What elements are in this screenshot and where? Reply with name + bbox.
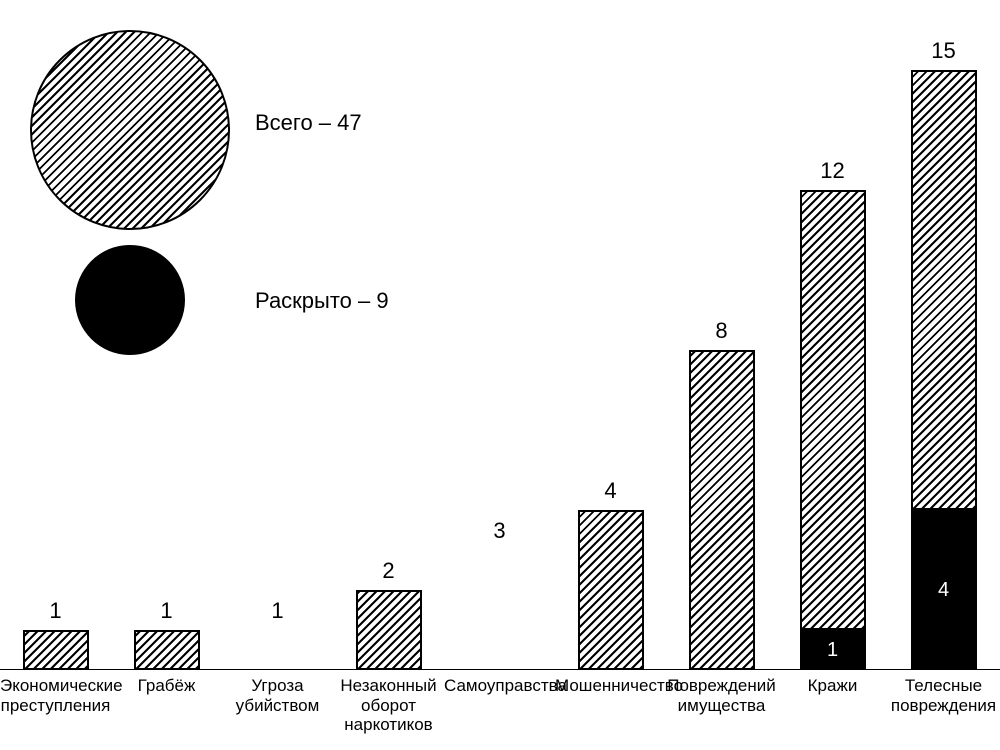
- bar-total-value-label: 12: [800, 158, 866, 184]
- category-label: Экономические преступления: [0, 676, 111, 715]
- bar-total-value-label: 1: [134, 598, 200, 624]
- category-label: Телесные повреждения: [888, 676, 999, 715]
- bar-segment-hatched: [911, 70, 977, 510]
- bar-total-value-label: 8: [689, 318, 755, 344]
- bar-segment-hatched: [23, 630, 89, 670]
- bar-total-value-label: 1: [23, 598, 89, 624]
- bar-group: 8: [689, 350, 755, 670]
- category-label: Мошенничество: [555, 676, 666, 696]
- category-label: Незаконный оборот наркотиков: [333, 676, 444, 735]
- bar-segment-hatched: [134, 630, 200, 670]
- bar-group: 4: [578, 510, 644, 670]
- category-label: Повреждений имущества: [666, 676, 777, 715]
- bar-group: 112: [800, 190, 866, 670]
- bar-group: 2: [356, 590, 422, 670]
- bar-group: 3: [467, 550, 533, 670]
- bar-segment-hatched: [578, 510, 644, 670]
- bars-area: Экономические преступления 1 Грабёж 1 Угроза…: [0, 0, 1000, 750]
- bar-segment-hatched: [800, 190, 866, 630]
- bar-total-value-label: 15: [911, 38, 977, 64]
- category-label: Самоуправства: [444, 676, 555, 696]
- crime-stats-chart: Всего – 47 Раскрыто – 9 Экономические пр…: [0, 0, 1000, 750]
- bar-group: 1: [245, 630, 311, 670]
- bar-total-value-label: 3: [467, 518, 533, 544]
- bar-total-value-label: 4: [578, 478, 644, 504]
- bar-total-value-label: 2: [356, 558, 422, 584]
- category-label: Угроза убийством: [222, 676, 333, 715]
- bar-segment-hatched: [689, 350, 755, 670]
- bar-segment-hatched: [356, 590, 422, 670]
- bar-solved-value-label: 4: [911, 579, 977, 602]
- bar-group: 415: [911, 70, 977, 670]
- bar-group: 1: [134, 630, 200, 670]
- bar-total-value-label: 1: [245, 598, 311, 624]
- bar-group: 1: [23, 630, 89, 670]
- category-label: Кражи: [777, 676, 888, 696]
- bar-solved-value-label: 1: [800, 639, 866, 662]
- category-label: Грабёж: [111, 676, 222, 696]
